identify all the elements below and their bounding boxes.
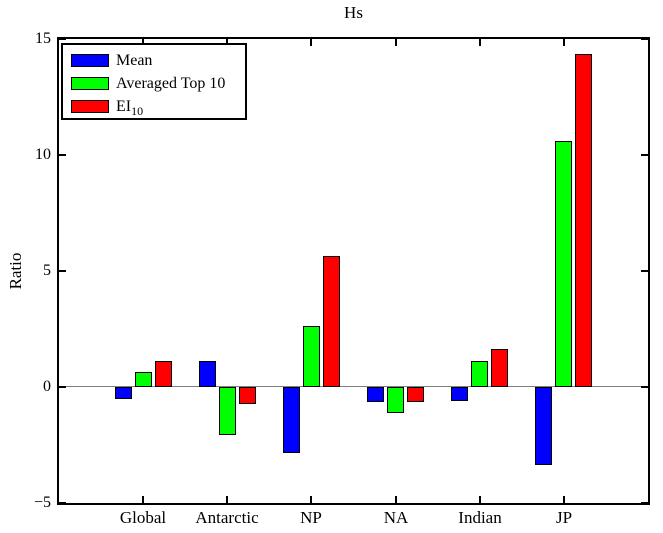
legend: Mean Averaged Top 10 EI10 — [61, 43, 247, 120]
bar-averaged-top-10-global — [135, 372, 152, 387]
y-tick-mark-right — [641, 154, 648, 156]
bar-averaged-top-10-np — [303, 326, 320, 387]
legend-label-mean: Mean — [116, 51, 153, 69]
bar-ei-10-antarctic — [239, 387, 256, 404]
bar-mean-np — [283, 387, 300, 453]
legend-swatch-mean — [71, 54, 109, 67]
y-tick-label-0: 0 — [43, 378, 51, 395]
y-tick-mark-left — [59, 270, 66, 272]
zero-line — [59, 386, 648, 387]
legend-item-averaged-top-10: Averaged Top 10 — [71, 72, 245, 95]
legend-label-averaged-top-10: Averaged Top 10 — [116, 74, 226, 92]
x-tick-mark-top — [395, 39, 397, 46]
y-tick-label-5: −5 — [33, 494, 51, 511]
x-tick-mark-bottom — [226, 496, 228, 503]
legend-item-mean: Mean — [71, 49, 245, 72]
x-tick-label-indian: Indian — [458, 508, 502, 527]
bar-averaged-top-10-antarctic — [219, 387, 236, 435]
legend-swatch-ei10 — [71, 100, 109, 113]
bar-mean-jp — [535, 387, 552, 465]
bar-mean-global — [115, 387, 132, 399]
legend-label-ei10: EI10 — [116, 97, 144, 118]
bar-ei-10-global — [155, 361, 172, 387]
y-tick-mark-left — [59, 386, 66, 388]
bar-ei-10-jp — [575, 54, 592, 387]
y-tick-label-5: 5 — [43, 262, 51, 279]
y-tick-mark-left — [59, 38, 66, 40]
x-tick-label-np: NP — [300, 508, 322, 527]
x-tick-mark-bottom — [479, 496, 481, 503]
y-tick-mark-left — [59, 154, 66, 156]
bar-ei-10-np — [323, 256, 340, 387]
bar-mean-indian — [451, 387, 468, 401]
y-tick-mark-right — [641, 502, 648, 504]
x-tick-mark-top — [142, 39, 144, 46]
y-tick-mark-right — [641, 386, 648, 388]
bar-averaged-top-10-na — [387, 387, 404, 413]
x-tick-label-antarctic: Antarctic — [195, 508, 259, 527]
x-tick-label-global: Global — [119, 508, 167, 527]
y-tick-label-15: 15 — [35, 30, 51, 47]
bar-averaged-top-10-indian — [471, 361, 488, 387]
x-tick-mark-bottom — [142, 496, 144, 503]
legend-swatch-averaged-top-10 — [71, 77, 109, 90]
bar-mean-antarctic — [199, 361, 216, 387]
y-tick-mark-right — [641, 270, 648, 272]
bar-ei-10-indian — [491, 349, 508, 387]
bar-averaged-top-10-jp — [555, 141, 572, 387]
x-tick-mark-top — [226, 39, 228, 46]
bar-mean-na — [367, 387, 384, 402]
x-tick-label-na: NA — [383, 508, 409, 527]
bar-ei-10-na — [407, 387, 424, 402]
x-tick-mark-bottom — [395, 496, 397, 503]
x-tick-label-jp: JP — [555, 508, 573, 527]
x-tick-mark-top — [310, 39, 312, 46]
x-tick-mark-bottom — [310, 496, 312, 503]
legend-item-ei10: EI10 — [71, 95, 245, 118]
x-tick-mark-top — [563, 39, 565, 46]
chart-title: Hs — [344, 3, 363, 22]
x-tick-mark-bottom — [563, 496, 565, 503]
y-tick-mark-right — [641, 38, 648, 40]
x-tick-mark-top — [479, 39, 481, 46]
y-tick-label-10: 10 — [35, 146, 51, 163]
y-tick-mark-left — [59, 502, 66, 504]
